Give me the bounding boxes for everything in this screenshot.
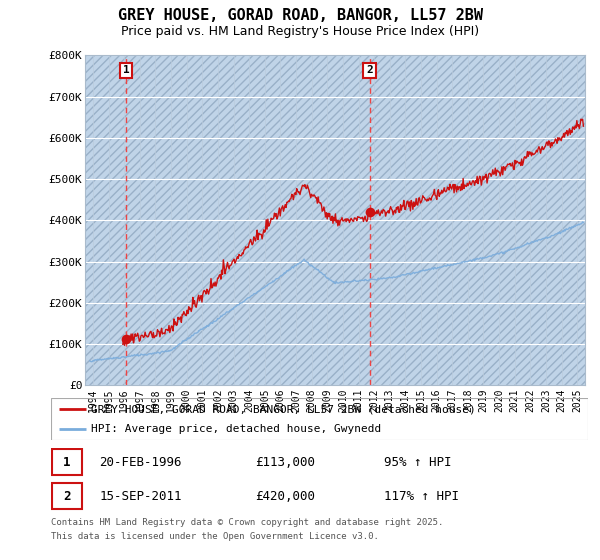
Text: £113,000: £113,000 (255, 456, 315, 469)
Bar (52, 483, 82, 509)
Text: This data is licensed under the Open Government Licence v3.0.: This data is licensed under the Open Gov… (51, 532, 379, 541)
Text: Price paid vs. HM Land Registry's House Price Index (HPI): Price paid vs. HM Land Registry's House … (121, 25, 479, 38)
Text: 2: 2 (63, 490, 71, 503)
Text: GREY HOUSE, GORAD ROAD, BANGOR, LL57 2BW: GREY HOUSE, GORAD ROAD, BANGOR, LL57 2BW (118, 8, 482, 24)
Text: GREY HOUSE, GORAD ROAD, BANGOR, LL57 2BW (detached house): GREY HOUSE, GORAD ROAD, BANGOR, LL57 2BW… (91, 404, 476, 414)
Text: 1: 1 (63, 456, 71, 469)
Text: 20-FEB-1996: 20-FEB-1996 (100, 456, 182, 469)
Bar (52, 449, 82, 475)
Text: HPI: Average price, detached house, Gwynedd: HPI: Average price, detached house, Gwyn… (91, 424, 382, 434)
Text: 15-SEP-2011: 15-SEP-2011 (100, 490, 182, 503)
Text: 2: 2 (366, 66, 373, 75)
Text: Contains HM Land Registry data © Crown copyright and database right 2025.: Contains HM Land Registry data © Crown c… (51, 518, 443, 527)
Text: 1: 1 (123, 66, 130, 75)
Text: 95% ↑ HPI: 95% ↑ HPI (384, 456, 451, 469)
Text: 117% ↑ HPI: 117% ↑ HPI (384, 490, 459, 503)
Text: £420,000: £420,000 (255, 490, 315, 503)
